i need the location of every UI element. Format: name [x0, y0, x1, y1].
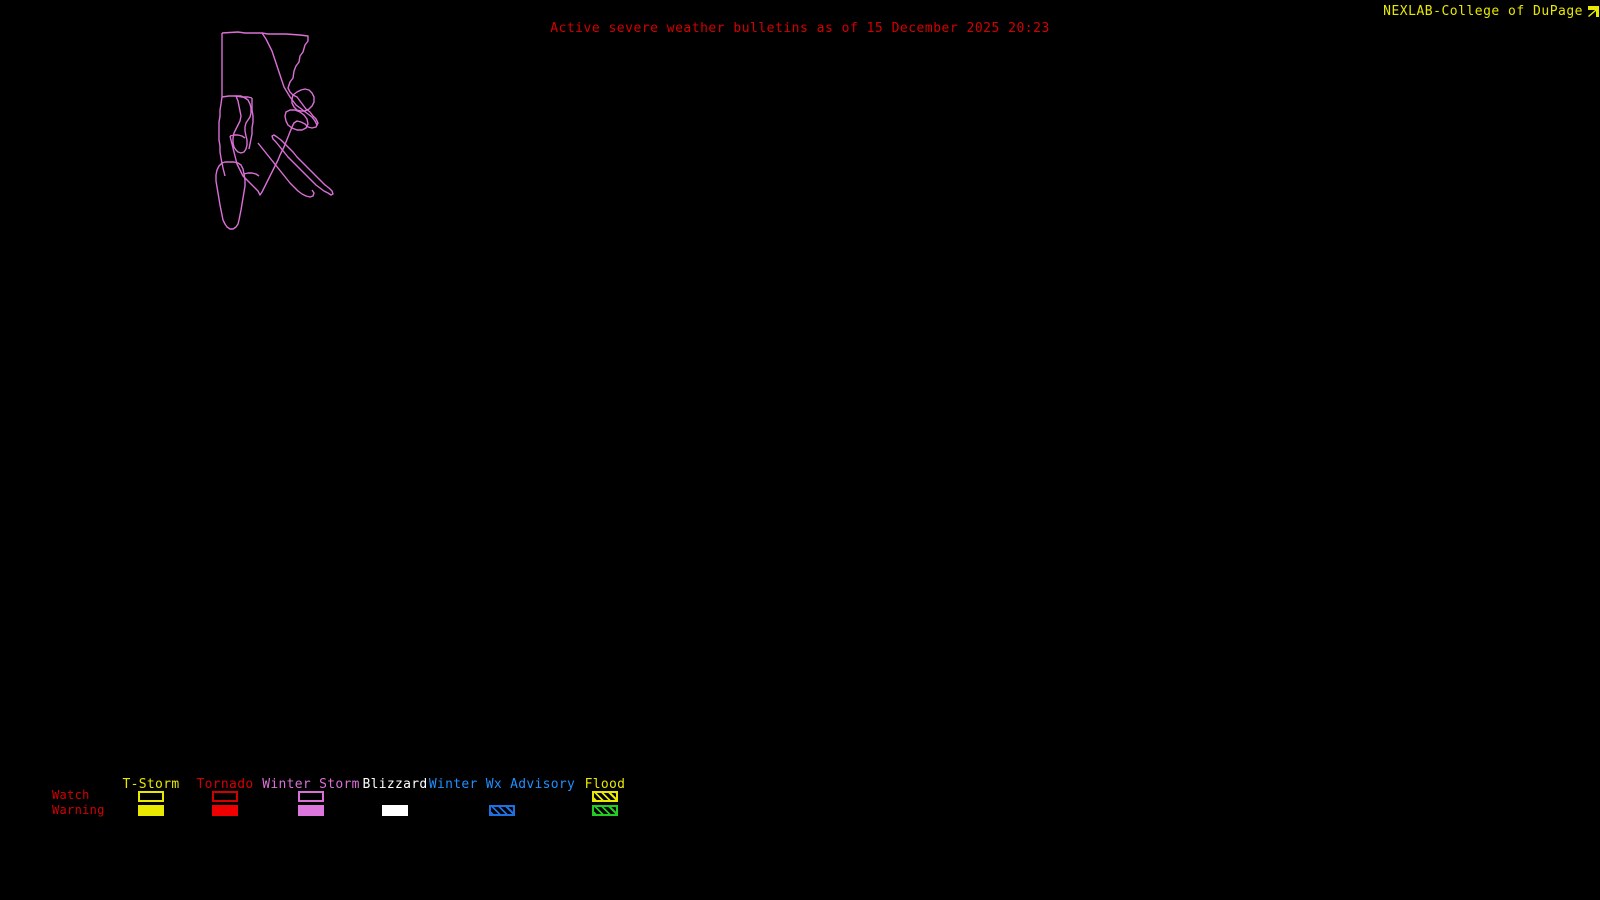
legend-row-label-warning: Warning: [52, 803, 105, 817]
legend-swatch-tstorm-watch[interactable]: [138, 791, 164, 802]
legend-header-blizzard: Blizzard: [362, 777, 428, 792]
legend-swatch-flood-watch[interactable]: [592, 791, 618, 802]
winter-storm-watch-polygons: [215, 31, 334, 230]
legend-swatch-tstorm-warning[interactable]: [138, 805, 164, 816]
page-title: Active severe weather bulletins as of 15…: [550, 21, 1050, 36]
legend-row-label-watch: Watch: [52, 788, 90, 802]
legend-header-tornado: Tornado: [196, 777, 254, 792]
brand-label: NEXLAB-College of DuPage: [1383, 4, 1600, 19]
legend-swatch-blizzard-warning[interactable]: [382, 805, 408, 816]
legend-swatch-tornado-watch[interactable]: [212, 791, 238, 802]
legend-swatch-winter-storm-warning[interactable]: [298, 805, 324, 816]
weather-map[interactable]: [0, 0, 1600, 780]
arrow-corner-icon: [1587, 5, 1600, 18]
legend-header-flood: Flood: [584, 777, 626, 792]
legend-swatch-winter-wx-advisory-warning[interactable]: [489, 805, 515, 816]
legend-swatch-winter-storm-watch[interactable]: [298, 791, 324, 802]
legend-swatch-tornado-warning[interactable]: [212, 805, 238, 816]
brand-text: NEXLAB-College of DuPage: [1383, 4, 1583, 19]
alert-polygon-layer: [215, 31, 334, 230]
legend-header-winter-storm: Winter Storm: [262, 777, 360, 792]
legend-header-tstorm: T-Storm: [122, 777, 180, 792]
legend-header-winter-wx-advisory: Winter Wx Advisory: [428, 777, 576, 792]
legend-swatch-flood-warning[interactable]: [592, 805, 618, 816]
legend: Watch Warning T-Storm Tornado Winter Sto…: [50, 776, 650, 826]
